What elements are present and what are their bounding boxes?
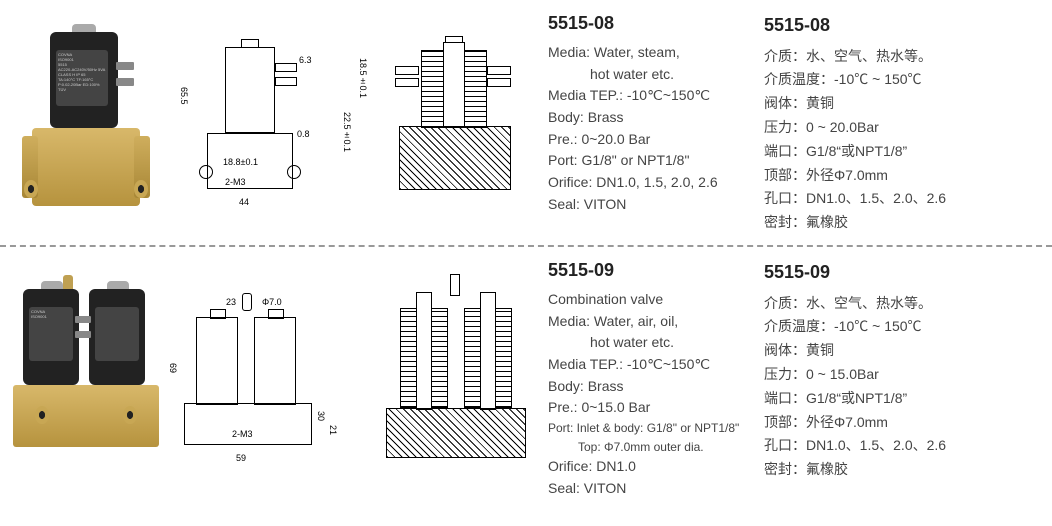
- datasheet: COVNA ISO9001 5515 AC220-AC240V/50Hz 5VA…: [0, 0, 1052, 510]
- dim-pitch: 23: [226, 297, 236, 307]
- dim-len: 59: [236, 453, 246, 463]
- nameplate-1: COVNA ISO9001 5515 AC220-AC240V/50Hz 5VA…: [56, 50, 108, 106]
- model-cn-2: 5515-09: [764, 257, 992, 288]
- photo-5515-08: COVNA ISO9001 5515 AC220-AC240V/50Hz 5VA…: [6, 6, 166, 239]
- dim-height: 65.5: [179, 87, 189, 105]
- dim-side-gap: 0.8: [297, 129, 310, 139]
- valve-photo-1: COVNA ISO9001 5515 AC220-AC240V/50Hz 5VA…: [26, 22, 146, 222]
- spec-en-1: 5515-08 Media: Water, steam, hot water e…: [536, 6, 756, 239]
- dim-term-gap: 6.3: [299, 55, 312, 65]
- dim-hole-offset: 18.8±0.1: [223, 157, 258, 167]
- outline-drawing-2: 23 Φ7.0 69 59 2-M3 30 21: [166, 253, 336, 504]
- row-5515-08: COVNA ISO9001 5515 AC220-AC240V/50Hz 5VA…: [0, 0, 1052, 247]
- model-cn-1: 5515-08: [764, 10, 992, 41]
- side-dim-1: 22.5±0.1 18.5±0.1: [336, 6, 376, 239]
- model-en-2: 5515-09: [548, 257, 748, 285]
- model-en-1: 5515-08: [548, 10, 748, 38]
- dim-m3: 2-M3: [232, 429, 253, 439]
- dim-width: 44: [239, 197, 249, 207]
- section-drawing-1: [376, 6, 536, 239]
- dim-barb: Φ7.0: [262, 297, 282, 307]
- nameplate-2a: COVNA ISO9001: [29, 307, 73, 361]
- spec-cn-2: 5515-09 介质：水、空气、热水等。 介质温度：-10℃ ~ 150℃ 阀体…: [756, 253, 996, 504]
- section-drawing-2: [376, 253, 536, 504]
- valve-photo-2: COVNA ISO9001: [11, 273, 161, 483]
- photo-5515-09: COVNA ISO9001: [6, 253, 166, 504]
- dim-h: 69: [168, 363, 178, 373]
- spec-en-2: 5515-09 Combination valve Media: Water, …: [536, 253, 756, 504]
- spec-cn-1: 5515-08 介质：水、空气、热水等。 介质温度：-10℃ ~ 150℃ 阀体…: [756, 6, 996, 239]
- row-5515-09: COVNA ISO9001 23 Φ7.0 69 59 2-M3 30: [0, 247, 1052, 510]
- nameplate-2b: [95, 307, 139, 361]
- outline-drawing-1: 65.5 44 6.3 18.8±0.1 2-M3 0.8: [166, 6, 336, 239]
- dim-hole-thread: 2-M3: [225, 177, 246, 187]
